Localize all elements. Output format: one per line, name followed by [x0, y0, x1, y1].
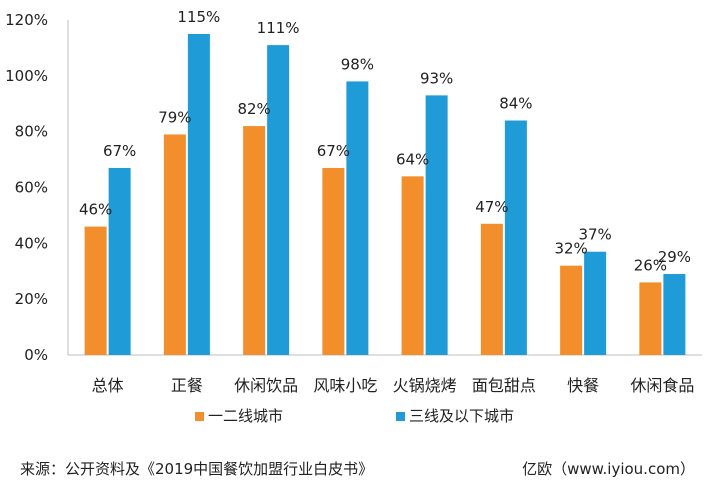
bar — [322, 167, 345, 355]
bar — [243, 126, 266, 355]
legend-swatch — [396, 412, 405, 421]
data-label: 111% — [257, 19, 300, 37]
data-label: 26% — [634, 256, 667, 274]
legend-label: 三线及以下城市 — [409, 407, 514, 425]
x-category-label: 休闲食品 — [630, 376, 694, 395]
bar — [84, 226, 107, 355]
data-label: 64% — [396, 150, 429, 168]
bar — [401, 176, 424, 355]
y-tick-label: 0% — [24, 346, 48, 364]
data-label: 115% — [177, 8, 220, 26]
y-tick-label: 60% — [15, 179, 48, 197]
data-label: 47% — [475, 198, 508, 216]
bar — [584, 251, 607, 355]
x-category-label: 总体 — [92, 376, 124, 395]
y-tick-label: 80% — [15, 123, 48, 141]
y-tick-label: 100% — [5, 67, 48, 85]
data-label: 84% — [499, 95, 532, 113]
bar — [480, 223, 503, 355]
x-category-label: 正餐 — [171, 376, 203, 395]
x-category-label: 面包甜点 — [472, 376, 536, 395]
data-label: 79% — [158, 108, 191, 126]
bar — [425, 95, 448, 355]
chart-legend: 一二线城市 三线及以下城市 — [195, 407, 514, 425]
data-label: 98% — [341, 55, 374, 73]
x-category-label: 休闲饮品 — [234, 376, 298, 395]
data-label: 46% — [79, 201, 112, 219]
bar — [163, 134, 186, 355]
y-tick-label: 120% — [5, 11, 48, 29]
data-label: 32% — [554, 240, 587, 258]
credit-note: 亿欧（www.iyiou.com） — [522, 460, 695, 478]
bar — [187, 33, 210, 355]
data-label: 29% — [658, 248, 691, 266]
data-label: 37% — [578, 226, 611, 244]
bar — [108, 167, 131, 355]
source-note: 来源：公开资料及《2019中国餐饮加盟行业白皮书》 — [20, 460, 374, 478]
x-category-label: 快餐 — [567, 376, 599, 395]
data-label: 67% — [317, 142, 350, 160]
data-label: 82% — [237, 100, 270, 118]
bar — [267, 45, 290, 355]
chart-data-labels: 46% 67% 79% 115% 82% 111% 67% 98% 64% 93% 47% 84% 32… — [79, 8, 691, 274]
y-tick-label: 40% — [15, 234, 48, 252]
x-category-label: 风味小吃 — [313, 376, 377, 395]
chart-bars — [84, 33, 686, 356]
bar — [560, 265, 583, 355]
y-tick-label: 20% — [15, 290, 48, 308]
legend-swatch — [195, 412, 204, 421]
data-label: 93% — [420, 69, 453, 87]
bar — [663, 274, 686, 355]
bar — [346, 81, 369, 356]
bar — [504, 120, 527, 355]
data-label: 67% — [103, 142, 136, 160]
bar — [639, 282, 662, 355]
x-category-label: 火锅烧烤 — [393, 376, 457, 395]
legend-label: 一二线城市 — [208, 407, 283, 425]
